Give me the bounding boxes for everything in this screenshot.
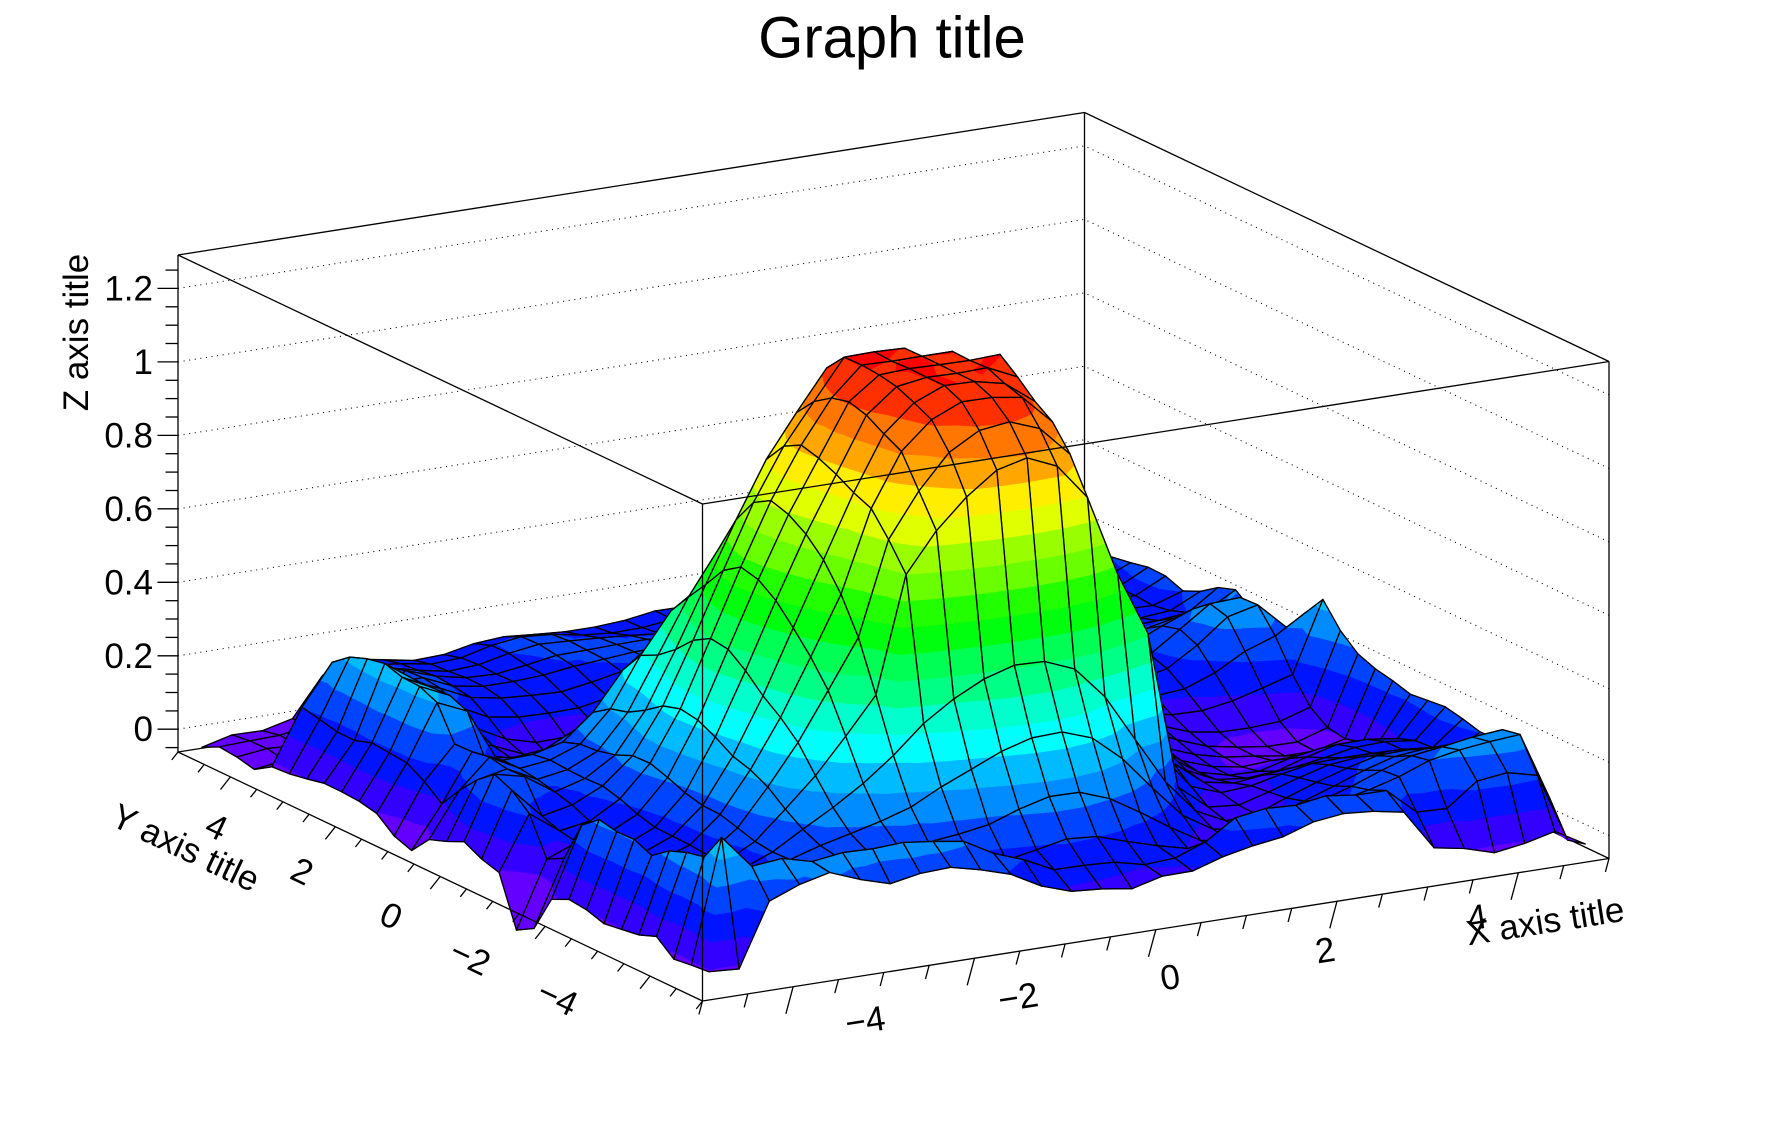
- svg-text:0.8: 0.8: [104, 416, 153, 455]
- svg-text:0.4: 0.4: [104, 563, 153, 602]
- svg-text:Z axis title: Z axis title: [57, 254, 96, 412]
- svg-text:1.2: 1.2: [104, 269, 153, 308]
- svg-text:0.6: 0.6: [104, 490, 153, 529]
- svg-text:−4: −4: [842, 999, 887, 1044]
- svg-text:1: 1: [134, 343, 153, 382]
- svg-text:Graph title: Graph title: [758, 6, 1026, 71]
- svg-text:−2: −2: [995, 975, 1040, 1020]
- svg-text:0.2: 0.2: [104, 637, 153, 676]
- svg-text:0: 0: [134, 710, 153, 749]
